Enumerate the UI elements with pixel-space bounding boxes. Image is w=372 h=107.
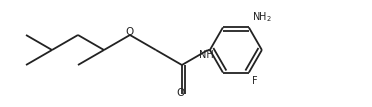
Text: NH$_2$: NH$_2$	[252, 11, 272, 25]
Text: O: O	[177, 88, 185, 99]
Text: NH: NH	[199, 50, 213, 60]
Text: O: O	[126, 27, 134, 37]
Text: F: F	[252, 76, 257, 85]
